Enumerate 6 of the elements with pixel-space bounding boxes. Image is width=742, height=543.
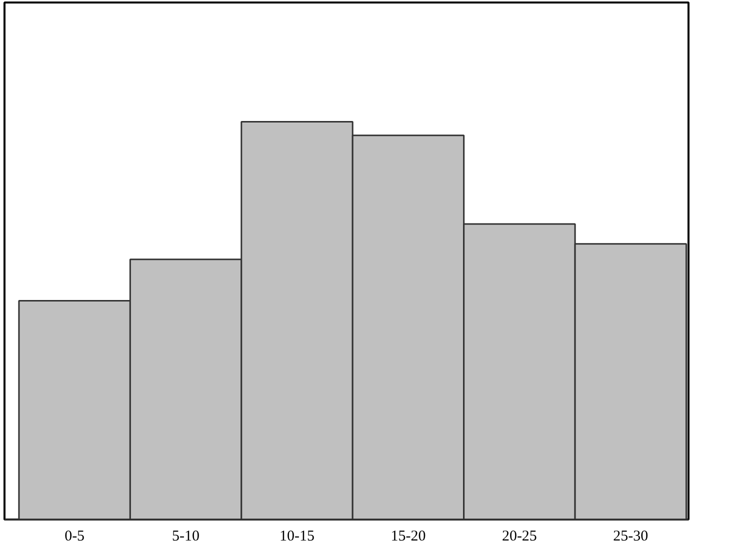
x-tick-label: 15-20 (390, 528, 426, 543)
x-tick-label: 5-10 (172, 528, 200, 543)
x-tick-label: 0-5 (64, 528, 85, 543)
x-tick-label: 20-25 (502, 528, 537, 543)
x-tick-label: 10-15 (280, 528, 315, 543)
x-tick-label: 25-30 (613, 528, 648, 543)
